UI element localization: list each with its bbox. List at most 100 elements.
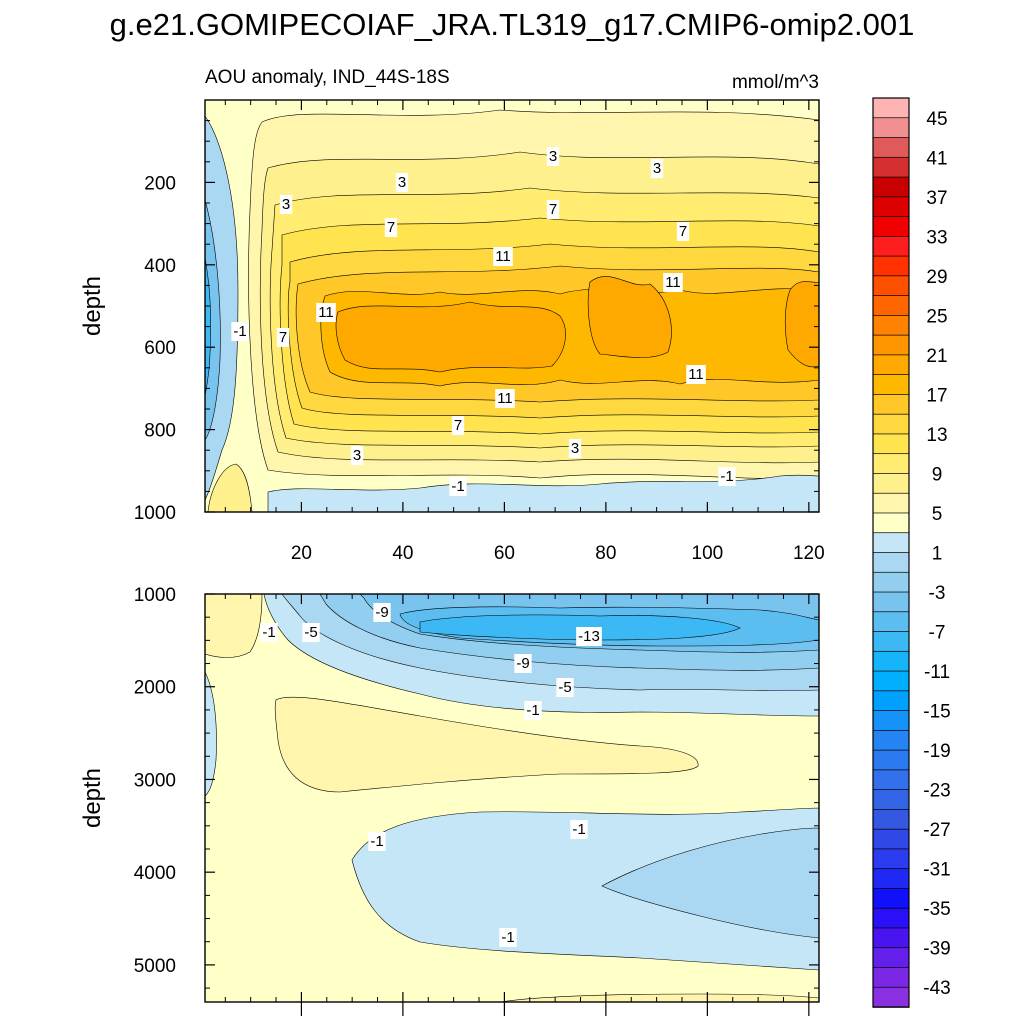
colorbar-label: 41 bbox=[926, 148, 947, 169]
contour-label: -9 bbox=[516, 655, 529, 672]
contour-label-box bbox=[260, 623, 278, 642]
contour-label: 7 bbox=[454, 417, 462, 434]
contour-label-box bbox=[493, 247, 513, 266]
contour-label-box bbox=[570, 820, 588, 839]
colorbar-label: -3 bbox=[929, 583, 946, 604]
colorbar-label: 5 bbox=[932, 504, 943, 525]
colorbar-swatch bbox=[872, 354, 910, 376]
contour-label: -13 bbox=[578, 628, 600, 645]
chart-subtitle: AOU anomaly, IND_44S-18S bbox=[205, 67, 450, 88]
contour-label: 11 bbox=[318, 304, 334, 321]
colorbar-swatch bbox=[872, 492, 910, 514]
contour-label: -1 bbox=[262, 624, 275, 641]
contour-label: 3 bbox=[571, 440, 579, 457]
contour-label: 7 bbox=[549, 201, 557, 218]
y-axis-label-lower: depth bbox=[79, 768, 106, 828]
lower-pos-topleft bbox=[205, 594, 263, 658]
colorbar-swatch bbox=[872, 611, 910, 633]
x-tick-label: 120 bbox=[793, 543, 825, 564]
upper-pos-bottomleft bbox=[207, 463, 253, 512]
contour-label: -5 bbox=[304, 624, 317, 641]
x-tick-label: 40 bbox=[392, 543, 413, 564]
colorbar-swatch bbox=[872, 433, 910, 455]
colorbar-label: -31 bbox=[923, 860, 950, 881]
contour-label: -5 bbox=[558, 679, 571, 696]
colorbar-swatch bbox=[872, 394, 910, 415]
colorbar-swatch bbox=[872, 986, 910, 1008]
colorbar-swatch bbox=[872, 729, 910, 751]
colorbar-swatch bbox=[872, 374, 910, 396]
contour-label: -1 bbox=[451, 478, 464, 495]
colorbar-swatch bbox=[872, 137, 910, 159]
colorbar-swatch bbox=[872, 809, 910, 830]
colorbar-swatch bbox=[872, 789, 910, 811]
contour-label-box bbox=[556, 678, 574, 697]
colorbar-swatch bbox=[872, 512, 910, 534]
colorbar-label: 21 bbox=[926, 346, 947, 367]
contour-label-box bbox=[302, 623, 320, 642]
contour-label: -1 bbox=[501, 929, 514, 946]
contour-label-box bbox=[514, 654, 532, 673]
lower-neg-lefttongue bbox=[205, 671, 217, 797]
contour-label-box bbox=[676, 222, 690, 241]
contour-label: 3 bbox=[653, 160, 661, 177]
colorbar-swatch bbox=[872, 97, 910, 119]
y-tick-label: 5000 bbox=[134, 956, 176, 977]
colorbar-label: 37 bbox=[926, 188, 947, 209]
x-tick-label: 100 bbox=[692, 543, 724, 564]
colorbar-swatch bbox=[872, 631, 910, 653]
contour-label-box bbox=[395, 173, 409, 192]
y-tick-label: 800 bbox=[144, 421, 176, 442]
contour-label: 3 bbox=[549, 148, 557, 165]
contour-label: 11 bbox=[665, 274, 681, 291]
contour-label-box bbox=[495, 389, 515, 408]
colorbar-swatch bbox=[872, 907, 910, 929]
contour-label: -1 bbox=[233, 323, 246, 340]
contour-label-box bbox=[524, 701, 542, 720]
colorbar-swatch bbox=[872, 156, 910, 178]
contour-label-box bbox=[568, 439, 582, 458]
colorbar-swatch bbox=[872, 235, 910, 257]
colorbar-swatch bbox=[872, 749, 910, 771]
upper-band-10 bbox=[784, 281, 819, 368]
upper-contour-fill bbox=[205, 100, 819, 512]
lower-axis-ticks: 1000 2000 3000 4000 5000 bbox=[134, 585, 819, 1016]
contour-label: -1 bbox=[370, 833, 383, 850]
upper-panel: 3 3 3 3 7 7 7 11 11 11 11 11 -1 7 3 7 3 … bbox=[204, 99, 820, 513]
colorbar-swatch bbox=[872, 117, 910, 139]
colorbar-label: 25 bbox=[926, 306, 947, 327]
colorbar-label: 29 bbox=[926, 267, 947, 288]
chart-title: g.e21.GOMIPECOIAF_JRA.TL319_g17.CMIP6-om… bbox=[110, 7, 915, 42]
upper-contour-labels: 3 3 3 3 7 7 7 11 11 11 11 11 -1 7 3 7 3 … bbox=[231, 147, 736, 496]
colorbar-label: 13 bbox=[926, 425, 947, 446]
lower-panel: -1 -5 -9 -13 -9 -5 -1 -1 -1 -1 bbox=[204, 593, 820, 1003]
contour-label-box bbox=[350, 446, 364, 465]
contour-label-box bbox=[384, 218, 398, 237]
contour-label: -1 bbox=[572, 821, 585, 838]
x-tick-label: 80 bbox=[595, 543, 616, 564]
colorbar-swatch bbox=[872, 848, 910, 870]
contour-label-box bbox=[449, 477, 467, 496]
upper-band-8 bbox=[335, 301, 566, 373]
contour-label-box bbox=[451, 416, 465, 435]
contour-label: 11 bbox=[497, 390, 513, 407]
colorbar-label: -27 bbox=[923, 820, 950, 841]
contour-label-box bbox=[316, 303, 336, 322]
colorbar-swatch bbox=[872, 571, 910, 593]
colorbar-swatch bbox=[872, 453, 910, 475]
colorbar-swatch bbox=[872, 216, 910, 238]
contour-label: 7 bbox=[387, 219, 395, 236]
y-tick-label: 4000 bbox=[134, 863, 176, 884]
colorbar: 45 41 37 33 29 25 21 17 13 9 5 1 -3 -7 -11 -15 -19 -23 -27… bbox=[872, 97, 951, 1008]
contour-label: -1 bbox=[526, 702, 539, 719]
upper-neg-bottom bbox=[267, 474, 819, 512]
colorbar-swatch bbox=[872, 413, 910, 435]
colorbar-label: 9 bbox=[932, 464, 943, 485]
contour-label-box bbox=[663, 273, 683, 292]
colorbar-swatch bbox=[872, 769, 910, 791]
contour-label-box bbox=[718, 467, 736, 486]
colorbar-swatch bbox=[872, 334, 910, 356]
colorbar-label: 45 bbox=[926, 109, 947, 130]
colorbar-swatch bbox=[872, 828, 910, 850]
lower-contour-fill bbox=[205, 594, 819, 1002]
